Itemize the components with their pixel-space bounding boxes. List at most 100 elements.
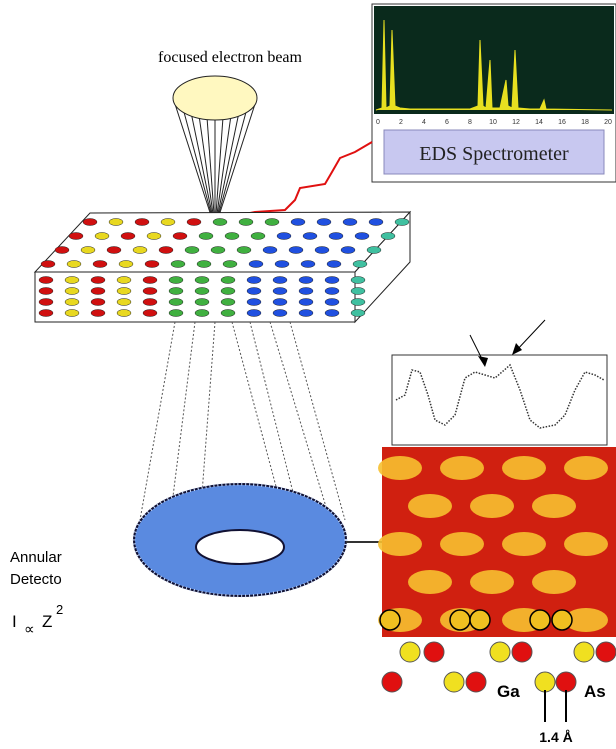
image-blob [532,570,576,594]
spectrum-plot [374,6,614,114]
atom-outline [470,610,490,630]
formula-intensity: I [12,612,17,631]
slab-atom [353,261,367,268]
slab-atom [247,288,261,295]
atom [400,642,420,662]
slab-atom [117,299,131,306]
slab-atom [55,247,69,254]
slab-atom [199,233,213,240]
spectrum-tick-label: 8 [468,119,472,126]
slab-atom [265,219,279,226]
slab-atom [275,261,289,268]
image-blob [502,532,546,556]
slab-atom [69,233,83,240]
slab-atom [117,277,131,284]
slab-atom [343,219,357,226]
detector-label: Detecto [10,571,62,588]
slab-atom [159,247,173,254]
as-label: As [584,682,606,701]
slab-atom [195,288,209,295]
slab-atom [221,299,235,306]
spectrum-tick-label: 18 [581,119,589,126]
image-blob [470,494,514,518]
slab-atom [41,261,55,268]
slab-atom [325,310,339,317]
slab-atom [221,277,235,284]
slab-atom [299,299,313,306]
slab-atom [39,277,53,284]
slab-atom [221,288,235,295]
ga-label: Ga [497,682,520,701]
slab-atom [91,277,105,284]
atom [556,672,576,692]
image-blob [408,570,452,594]
slab-atom [291,219,305,226]
slab-atom [303,233,317,240]
image-blob [502,456,546,480]
detector-label: Annular [10,549,62,566]
slab-atom [277,233,291,240]
slab-atom [173,233,187,240]
slab-atom [301,261,315,268]
slab-atom [161,219,175,226]
slab-atom [143,288,157,295]
image-blob [408,494,452,518]
spectrum-tick-label: 16 [558,119,566,126]
image-blob [564,456,608,480]
image-blob [564,532,608,556]
slab-atom [195,299,209,306]
slab-atom [329,233,343,240]
slab-atom [223,261,237,268]
slab-atom [247,310,261,317]
slab-atom [67,261,81,268]
image-blob [470,570,514,594]
formula-variable: Z [42,612,52,631]
image-blob [440,532,484,556]
slab-atom [225,233,239,240]
slab-atom [65,288,79,295]
slab-atom [195,310,209,317]
atom-outline [552,610,572,630]
slab-atom [325,288,339,295]
slab-atom [251,233,265,240]
slab-atom [143,310,157,317]
spectrum-tick-label: 10 [489,119,497,126]
slab-atom [81,247,95,254]
slab-atom [119,261,133,268]
slab-atom [143,277,157,284]
slab-atom [169,277,183,284]
slab-atom [247,277,261,284]
spectrum-tick-label: 20 [604,119,612,126]
slab-atom [117,310,131,317]
slab-atom [221,310,235,317]
slab-atom [315,247,329,254]
slab-atom [327,261,341,268]
slab-atom [237,247,251,254]
spectrum-tick-label: 6 [445,119,449,126]
atom [512,642,532,662]
slab-atom [95,233,109,240]
diagram: focused electron beam 02468101214161820 … [0,0,616,749]
slab-atom [39,310,53,317]
atom-outline [380,610,400,630]
slab-atom [249,261,263,268]
slab-atom [93,261,107,268]
slab-atom [381,233,395,240]
slab-atom [395,219,409,226]
slab-atom [65,299,79,306]
slab-atom [247,299,261,306]
atom [444,672,464,692]
slab-atom [195,277,209,284]
slab-atom [117,288,131,295]
spectrum-tick-label: 2 [399,119,403,126]
slab-atom [369,219,383,226]
slab-atom [169,310,183,317]
image-blob [532,494,576,518]
slab-atom [135,219,149,226]
atom-outline [530,610,550,630]
beam-source [173,76,257,120]
slab-atom [355,233,369,240]
slab-atom [341,247,355,254]
slab-atom [239,219,253,226]
formula-relation: ∝ [24,621,35,638]
